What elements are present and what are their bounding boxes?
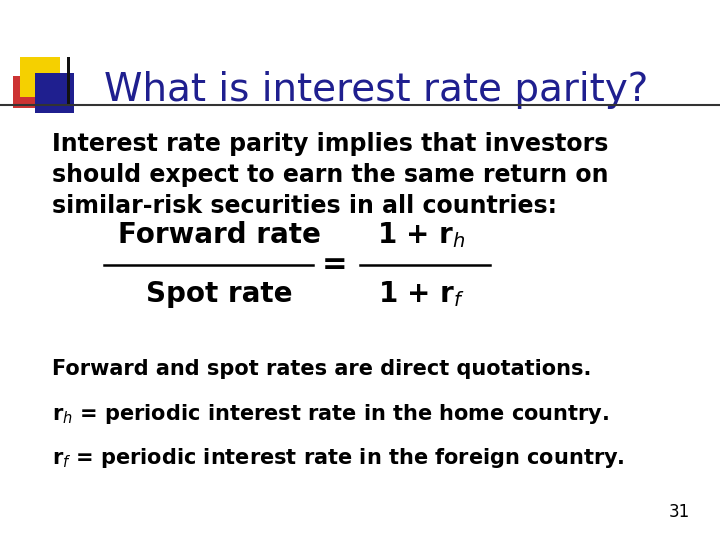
Text: 1 + r$_f$: 1 + r$_f$	[377, 279, 465, 309]
Text: Spot rate: Spot rate	[146, 280, 293, 308]
Text: Interest rate parity implies that investors
should expect to earn the same retur: Interest rate parity implies that invest…	[52, 132, 608, 218]
Bar	[13, 76, 45, 108]
Text: =: =	[322, 250, 348, 279]
Text: r$_f$ = periodic interest rate in the foreign country.: r$_f$ = periodic interest rate in the fo…	[52, 446, 624, 469]
Text: Forward and spot rates are direct quotations.: Forward and spot rates are direct quotat…	[52, 359, 591, 379]
Text: What is interest rate parity?: What is interest rate parity?	[104, 71, 649, 109]
Text: Forward rate: Forward rate	[118, 221, 321, 249]
Text: r$_h$ = periodic interest rate in the home country.: r$_h$ = periodic interest rate in the ho…	[52, 402, 609, 426]
Text: 31: 31	[668, 503, 690, 521]
Bar	[20, 57, 60, 97]
Bar	[67, 57, 70, 105]
Text: 1 + r$_h$: 1 + r$_h$	[377, 220, 466, 250]
Bar	[35, 73, 74, 113]
